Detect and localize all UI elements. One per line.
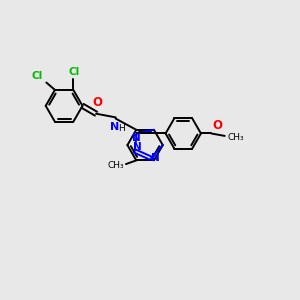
Text: N: N <box>151 153 160 163</box>
Text: Cl: Cl <box>69 67 80 77</box>
Text: O: O <box>92 96 102 109</box>
Text: N: N <box>110 122 119 132</box>
Text: CH₃: CH₃ <box>107 161 124 170</box>
Text: O: O <box>212 119 223 132</box>
Text: N: N <box>132 133 141 143</box>
Text: Cl: Cl <box>32 71 43 81</box>
Text: CH₃: CH₃ <box>227 133 244 142</box>
Text: N: N <box>134 142 142 152</box>
Text: H: H <box>118 124 124 133</box>
